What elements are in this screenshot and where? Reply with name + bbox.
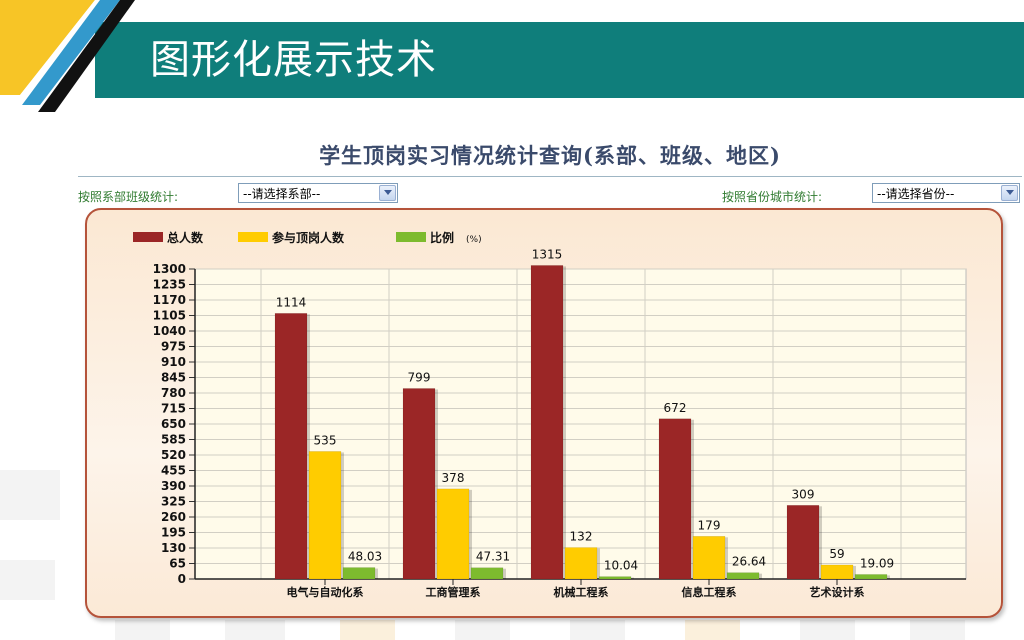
y-tick-label: 1170	[153, 293, 186, 307]
bar-participants-label: 535	[314, 433, 337, 447]
x-tick-label: 机械工程系	[554, 585, 609, 599]
y-tick-label: 520	[161, 448, 186, 462]
bar-participants	[692, 536, 726, 580]
chevron-down-icon[interactable]	[1001, 185, 1018, 201]
bg-square	[685, 620, 740, 640]
bg-square	[910, 620, 965, 640]
bar-ratio	[342, 567, 376, 580]
y-tick-label: 780	[161, 386, 186, 400]
bar-total	[786, 505, 820, 580]
y-tick-label: 0	[178, 572, 186, 586]
x-tick-label: 信息工程系	[682, 585, 737, 599]
chevron-down-icon[interactable]	[379, 185, 396, 201]
bar-ratio-label: 10.04	[604, 559, 638, 573]
bg-square	[570, 620, 625, 640]
bar-ratio	[854, 574, 888, 580]
bg-square	[340, 620, 395, 640]
legend-swatch	[238, 232, 268, 242]
dept-select[interactable]: --请选择系部--	[238, 183, 398, 203]
legend-label: 比例	[430, 230, 454, 245]
legend-swatch	[133, 232, 163, 242]
y-tick-label: 585	[161, 433, 186, 447]
bar-participants	[308, 451, 342, 580]
y-tick-label: 910	[161, 355, 186, 369]
bar-participants-label: 59	[829, 547, 844, 561]
header-bar	[95, 22, 1024, 98]
y-tick-label: 130	[161, 541, 186, 555]
title-divider	[78, 176, 1022, 177]
bar-participants	[564, 547, 598, 580]
province-select[interactable]: --请选择省份--	[872, 183, 1020, 203]
bar-total	[658, 418, 692, 580]
bar-ratio-label: 26.64	[732, 555, 766, 569]
bg-square	[455, 620, 510, 640]
y-tick-label: 1300	[153, 262, 186, 276]
bar-participants-label: 179	[698, 518, 721, 532]
bar-total-label: 672	[664, 401, 687, 415]
bar-ratio	[470, 567, 504, 580]
dept-filter-label: 按照系部班级统计:	[78, 190, 179, 204]
bar-total	[402, 388, 436, 580]
bar-participants-label: 378	[442, 471, 465, 485]
y-tick-label: 975	[161, 340, 186, 354]
bar-total-label: 1315	[532, 247, 563, 261]
legend-unit: (%)	[466, 235, 482, 245]
y-tick-label: 325	[161, 495, 186, 509]
legend-label: 总人数	[167, 230, 204, 245]
bar-total-label: 1114	[276, 295, 307, 309]
bar-participants	[436, 488, 470, 580]
dept-select-value: --请选择系部--	[243, 187, 321, 201]
y-tick-label: 1040	[153, 324, 186, 338]
y-tick-label: 845	[161, 371, 186, 385]
bar-total-label: 309	[792, 487, 815, 501]
query-title: 学生顶岗实习情况统计查询(系部、班级、地区)	[319, 143, 781, 168]
bg-square	[0, 560, 55, 600]
bar-participants-label: 132	[570, 530, 593, 544]
y-tick-label: 65	[169, 557, 186, 571]
province-filter-label: 按照省份城市统计:	[722, 190, 823, 204]
bar-total	[530, 265, 564, 580]
x-tick-label: 艺术设计系	[810, 585, 865, 599]
bar-total-label: 799	[408, 370, 431, 384]
bar-ratio-label: 48.03	[348, 550, 382, 564]
legend-label: 参与顶岗人数	[272, 230, 345, 245]
y-tick-label: 715	[161, 402, 186, 416]
x-tick-label: 工商管理系	[426, 585, 481, 599]
bg-square	[0, 470, 60, 520]
bar-ratio	[598, 576, 632, 580]
bg-square	[115, 620, 170, 640]
bar-ratio-label: 47.31	[476, 550, 510, 564]
bar-ratio	[726, 572, 760, 580]
y-tick-label: 390	[161, 479, 186, 493]
y-tick-label: 260	[161, 510, 186, 524]
bar-participants	[820, 564, 854, 580]
bar-total	[274, 313, 308, 580]
y-tick-label: 455	[161, 464, 186, 478]
bg-square	[225, 620, 285, 640]
bg-square	[800, 620, 855, 640]
page-title: 图形化展示技术	[150, 37, 437, 83]
logo-stripes-icon	[0, 0, 135, 112]
y-tick-label: 195	[161, 526, 186, 540]
y-tick-label: 1105	[153, 309, 186, 323]
legend-swatch	[396, 232, 426, 242]
province-select-value: --请选择省份--	[877, 187, 955, 201]
y-tick-label: 650	[161, 417, 186, 431]
x-tick-label: 电气与自动化系	[287, 585, 364, 599]
bar-ratio-label: 19.09	[860, 556, 894, 570]
y-tick-label: 1235	[153, 278, 186, 292]
